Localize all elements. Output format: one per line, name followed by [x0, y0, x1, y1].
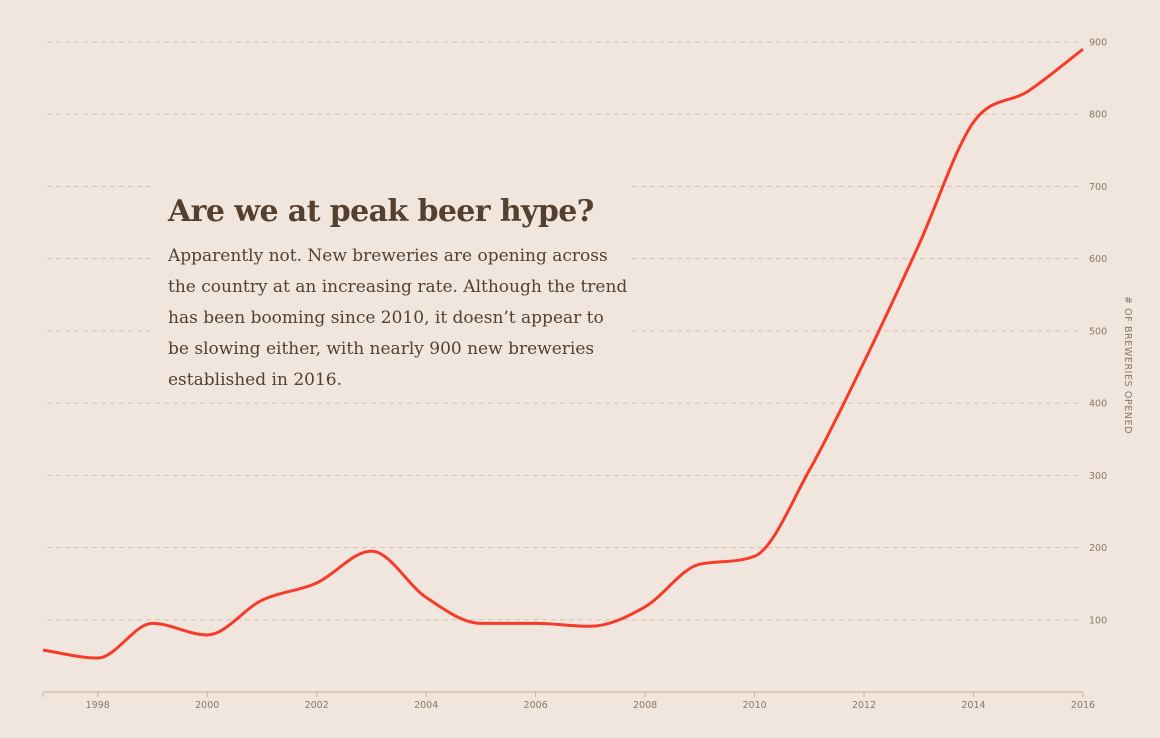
x-tick-label: 1998	[86, 700, 110, 711]
y-tick-label: 700	[1089, 182, 1107, 193]
x-tick-label: 2002	[305, 700, 329, 711]
y-tick-label: 100	[1089, 615, 1107, 626]
y-tick-label: 900	[1089, 38, 1107, 49]
y-tick-label: 300	[1089, 471, 1107, 482]
x-tick-label: 2000	[195, 700, 219, 711]
x-axis: 1998 2000 2002 2004 2006 2008 2010 2012 2014 2016	[42, 691, 1095, 711]
y-tick-label: 500	[1089, 326, 1107, 337]
chart-subtitle: Apparently not. New breweries are openin…	[168, 246, 628, 390]
y-axis-label: # OF BREWERIES OPENED	[1122, 296, 1133, 434]
chart-title: Are we at peak beer hype?	[168, 194, 594, 229]
annotation-card: Are we at peak beer hype? Apparently not…	[152, 178, 632, 398]
y-tick-label: 400	[1089, 399, 1107, 410]
x-tick-label: 2006	[524, 700, 548, 711]
series-line	[42, 48, 1084, 660]
y-tick-label: 600	[1089, 254, 1107, 265]
x-tick-label: 2016	[1071, 700, 1095, 711]
y-axis: 100 200 300 400 500 600 700 800 900	[1089, 38, 1107, 627]
x-tick-label: 2014	[961, 700, 985, 711]
x-tick-label: 2008	[633, 700, 657, 711]
x-tick-label: 2004	[414, 700, 438, 711]
x-tick-label: 2010	[742, 700, 766, 711]
y-tick-label: 800	[1089, 110, 1107, 121]
x-tick-label: 2012	[852, 700, 876, 711]
y-tick-label: 200	[1089, 543, 1107, 554]
